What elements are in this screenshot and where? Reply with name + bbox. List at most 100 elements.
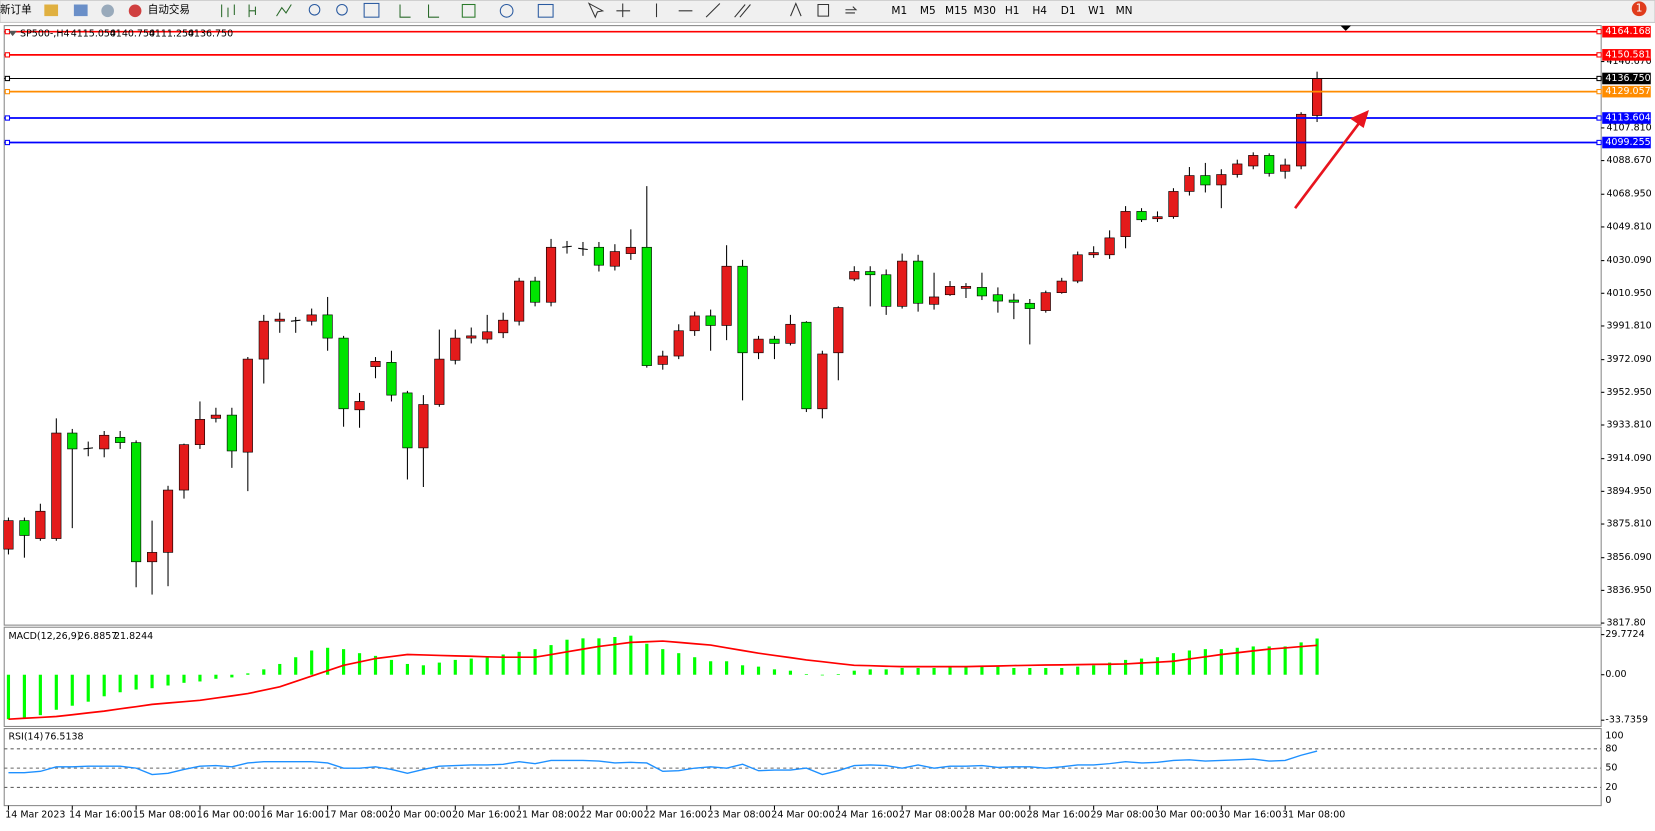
y-tick-label: 50 [1605,763,1617,774]
timeframe-button[interactable]: M5 [920,5,936,17]
macd-bar [1044,667,1048,675]
level-handle[interactable] [1596,75,1602,82]
timeframe-button[interactable]: M15 [945,5,968,17]
icon[interactable] [461,3,476,18]
macd-bar [964,666,968,675]
macd-bar [693,657,697,675]
macd-bar [437,662,441,675]
y-tick-label: 4030.090 [1606,255,1651,266]
candle-body [928,296,940,305]
candle-body [625,246,636,254]
level-handle[interactable] [1596,88,1602,95]
icon[interactable] [587,2,605,19]
timeframe-button[interactable]: M30 [974,5,997,17]
y-tick-label: 4049.810 [1606,221,1651,232]
icon[interactable] [537,3,554,18]
candle-body [705,315,716,326]
macd-bar [86,674,90,702]
macd-bar [357,653,362,675]
level-handle[interactable] [4,115,11,121]
y-tick-label: 3894.950 [1606,486,1651,497]
macd-bar [469,658,473,675]
x-tick-label: 30 Mar 16:00 [1218,810,1281,821]
icon[interactable] [44,4,59,17]
icon[interactable] [616,3,631,18]
y-tick-label: 4088.670 [1606,155,1651,166]
icon[interactable] [363,2,380,18]
macd-bar [772,669,777,675]
level-handle[interactable] [1596,52,1602,58]
candle-body [1104,237,1115,256]
timeframe-button[interactable]: D1 [1061,5,1076,17]
level-handle[interactable] [1596,115,1602,121]
icon[interactable] [101,4,114,18]
candle-body [657,355,668,365]
timeframe-button[interactable]: W1 [1088,5,1105,17]
level-label: 4150.581 [1605,49,1650,60]
candle-body [3,520,14,550]
macd-bar [1315,638,1319,675]
notification-badge[interactable] [1631,1,1647,17]
icon[interactable] [845,6,858,14]
notification-count[interactable]: 1 [1636,3,1643,15]
level-handle[interactable] [4,88,11,95]
symbol: SP500-,H4 [20,29,69,40]
candle-body [434,358,445,405]
icon[interactable] [790,2,830,17]
macd-bar [1187,650,1191,675]
icon [8,30,17,37]
icon[interactable] [221,4,235,18]
macd-bar [230,674,234,678]
candle-body [609,251,620,267]
candle-body [785,323,796,344]
arrow-line [1294,121,1361,210]
toolbar-bg [0,0,1655,23]
icon[interactable] [336,3,348,16]
icon[interactable] [73,4,88,17]
level-handle[interactable] [4,29,11,35]
y-tick-label: 3856.090 [1606,552,1651,563]
level-handle[interactable] [1596,29,1602,35]
x-tick-label: 15 Mar 08:00 [133,810,196,821]
macd-bar [198,674,202,682]
x-tick-label: 31 Mar 08:00 [1282,810,1345,821]
level-handle[interactable] [4,52,11,58]
macd-bar [22,674,26,718]
macd-bar [549,645,553,675]
icon[interactable] [308,3,321,16]
level-handle[interactable] [1596,139,1602,146]
candle-body [1088,252,1099,256]
timeframe-button[interactable]: H4 [1032,5,1047,17]
x-tick-label: 17 Mar 08:00 [324,810,387,821]
timeframe-button[interactable]: M1 [891,5,907,17]
timeframe-button[interactable]: MN [1116,5,1133,17]
macd-bar [565,639,569,675]
timeframe-button[interactable]: H1 [1005,5,1020,17]
x-tick-label: 30 Mar 00:00 [1154,810,1217,821]
candle-body [1296,113,1307,167]
macd-bar [613,637,617,675]
candle-body [354,401,365,411]
level-handle[interactable] [4,139,11,146]
icon[interactable] [248,4,256,18]
macd-bar [1283,646,1287,675]
candle-body [578,247,588,251]
indicator-value: 26.8857 [78,631,117,642]
icon[interactable] [276,4,292,17]
candle-body [1024,302,1035,309]
icon[interactable] [734,4,751,18]
new-order[interactable]: 新订单 [0,3,32,16]
icon[interactable] [427,4,440,18]
auto-trading[interactable]: 自动交易 [148,3,190,16]
y-tick-label: 3875.810 [1606,519,1651,530]
icon[interactable] [128,4,142,18]
macd-bar [150,674,154,689]
icon[interactable] [499,3,514,18]
icon[interactable] [399,4,411,18]
level-handle[interactable] [4,75,11,82]
candle-body [274,318,285,322]
candle-body [721,265,732,326]
candle-body [370,361,381,367]
icon[interactable] [655,3,721,18]
candle-body [1168,191,1179,218]
